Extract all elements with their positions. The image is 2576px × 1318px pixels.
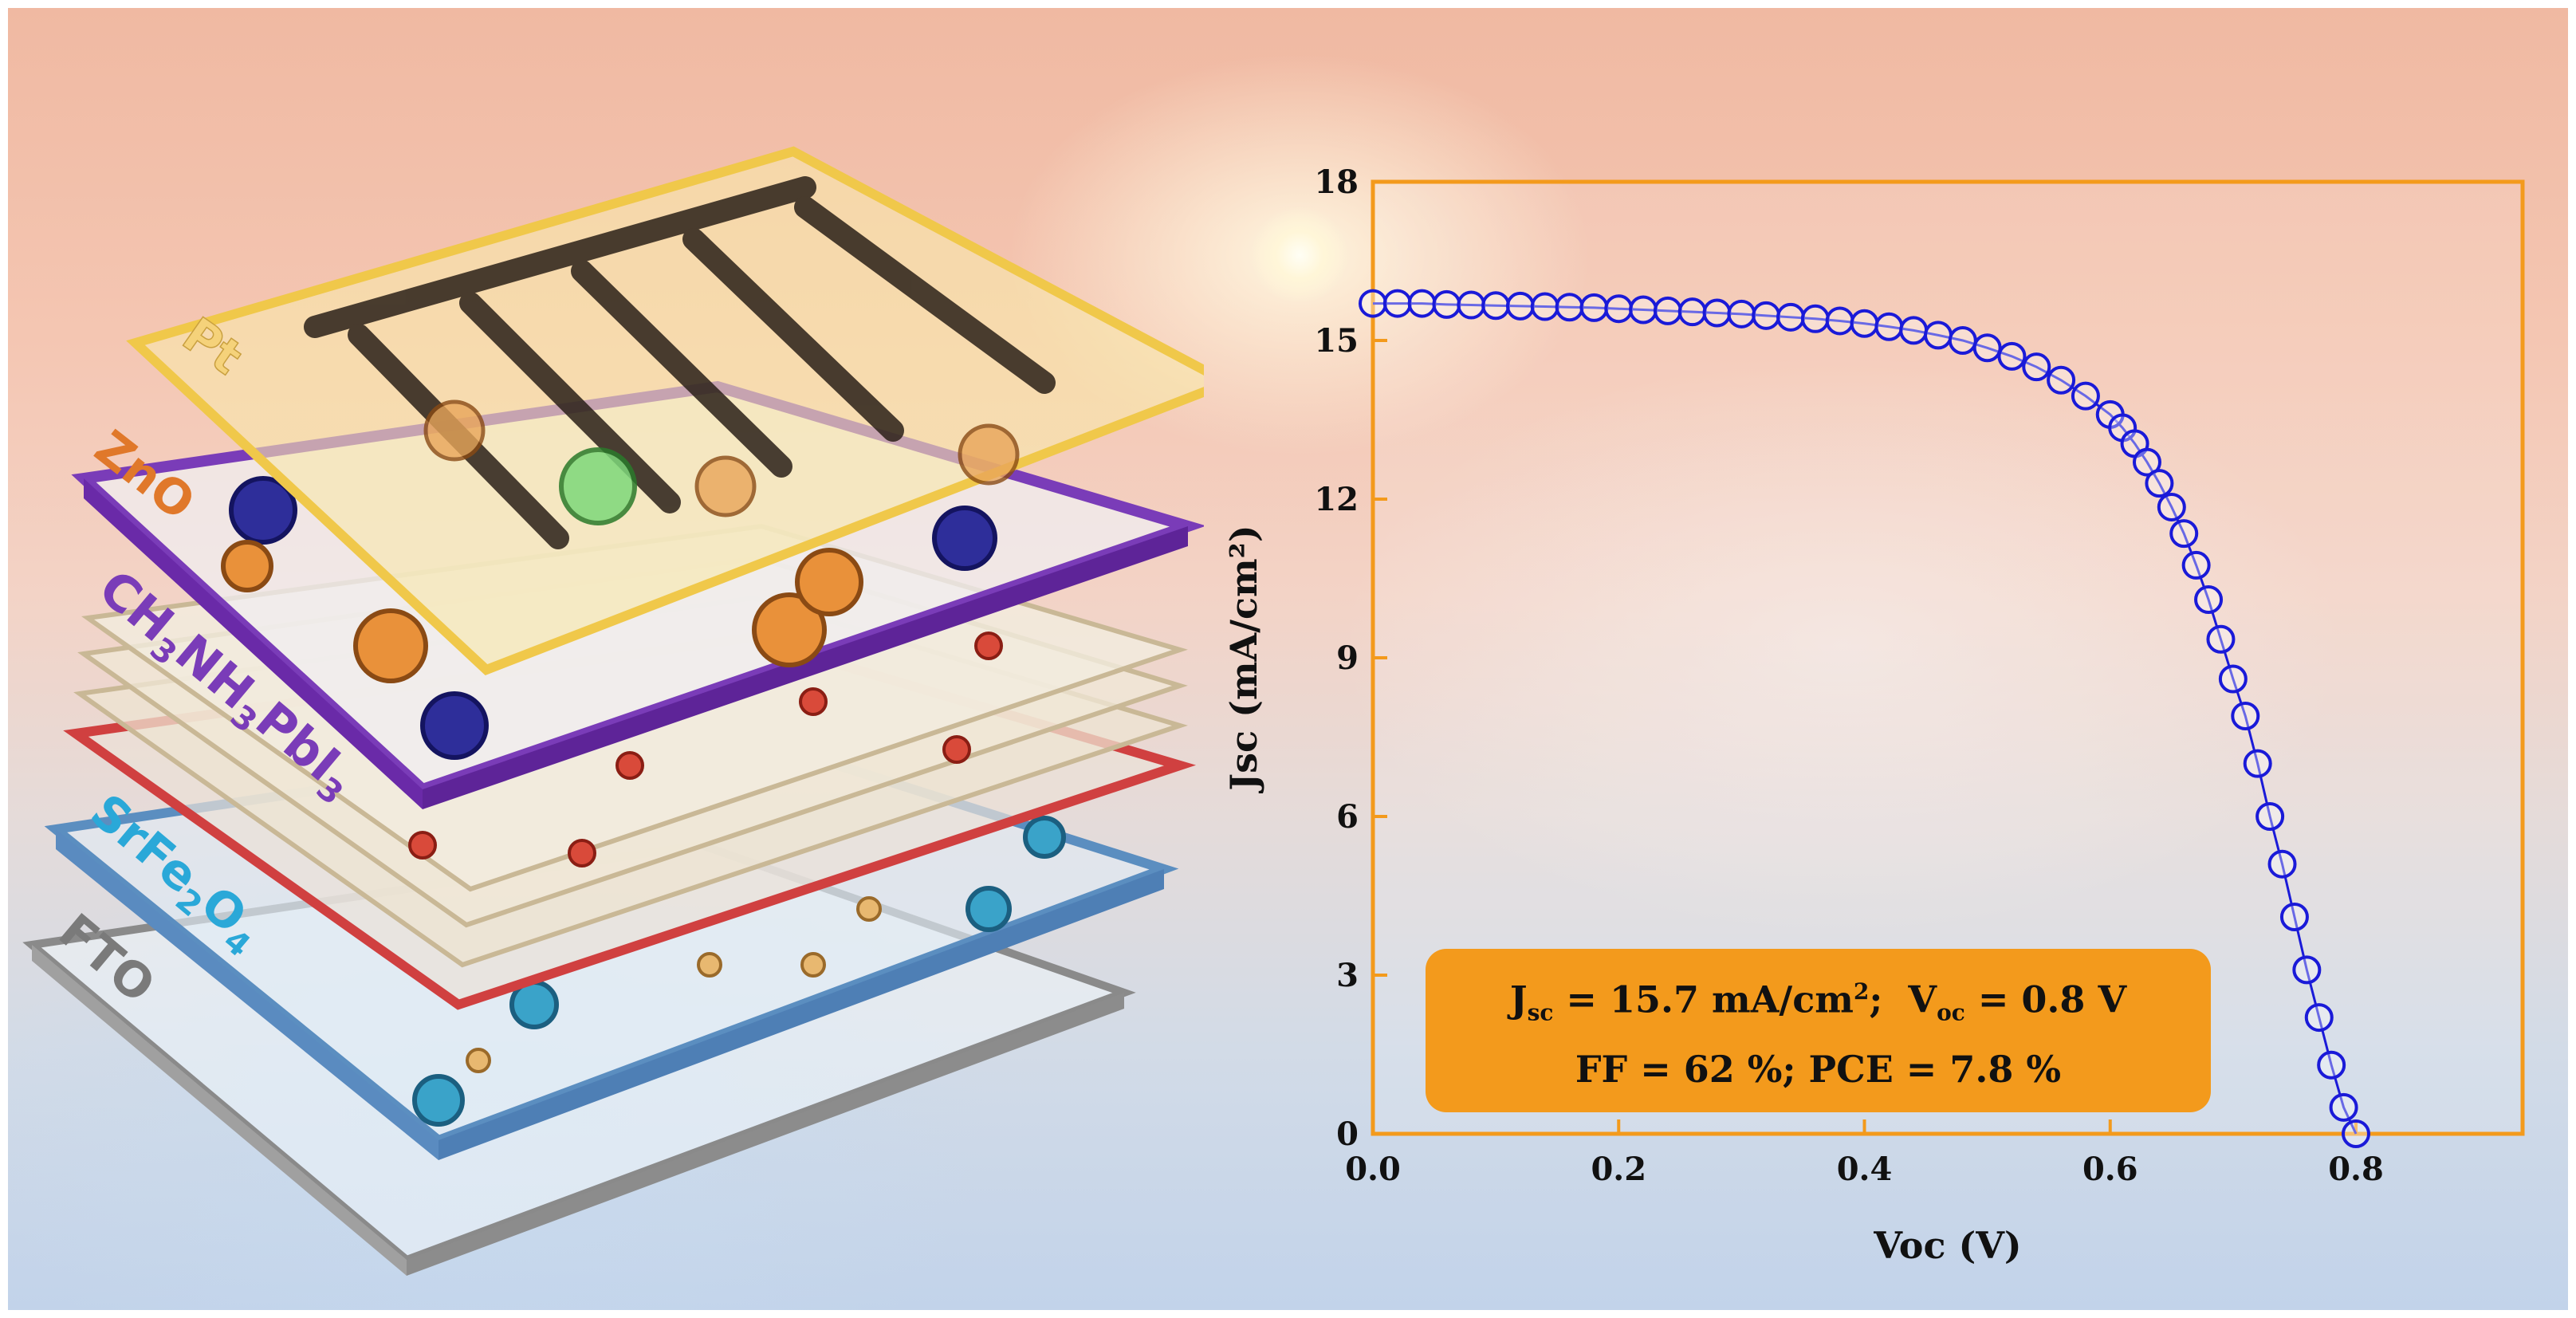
y-tick-label: 0 [1336,1115,1359,1153]
data-point [2047,365,2076,395]
y-tick-label: 12 [1314,481,1359,518]
metrics-line-2: FF = 62 %; PCE = 7.8 % [1575,1047,2062,1091]
data-point [1727,299,1756,329]
data-point [2317,1050,2346,1080]
data-point [2157,492,2186,521]
data-point [1702,298,1732,328]
data-point [2342,1119,2370,1148]
data-point [1948,326,1977,355]
data-point [2231,701,2260,730]
data-point [2218,664,2248,694]
data-point [1850,309,1879,338]
y-tick-label: 6 [1336,798,1359,836]
data-point [1555,293,1584,322]
x-tick-label: 0.0 [1345,1151,1401,1188]
data-point [2329,1092,2358,1122]
metrics-line-1: Jsc = 15.7 mA/cm2; Voc = 0.8 V [1509,978,2127,1026]
data-point [1776,302,1806,332]
y-tick-label: 3 [1336,957,1359,994]
data-point [1997,341,2027,371]
data-point [1407,289,1437,318]
data-point [2071,381,2100,411]
series-line [1373,302,2358,1135]
data-point [2145,469,2174,498]
data-point [1382,289,1412,318]
data-point [1874,312,1904,341]
data-point [1604,294,1634,324]
data-point [1432,289,1461,319]
y-tick-label: 18 [1314,163,1359,201]
metrics-box: Jsc = 15.7 mA/cm2; Voc = 0.8 V FF = 62 %… [1426,949,2211,1112]
data-point [2279,903,2309,932]
data-point [1530,292,1559,321]
data-point [2169,519,2199,549]
data-point [1579,293,1609,322]
device-stack-illustration: Pt ZnO CH3NH3PbI3 SrFe2O4 FTO [22,146,1204,1276]
data-point [2132,447,2161,477]
figure-scene: Pt ZnO CH3NH3PbI3 SrFe2O4 FTO 0.0 0.2 0.4 0… [8,8,2568,1310]
x-tick-label: 0.6 [2082,1151,2138,1188]
data-point [1825,306,1854,336]
jv-chart: 0.0 0.2 0.4 0.6 0.8 0 3 6 9 12 15 18 Voc (V) Jsc (… [1222,163,2525,1267]
data-point [1481,291,1511,321]
data-point [1457,290,1486,320]
data-point [1972,333,2002,363]
data-point [2255,802,2285,831]
layer-pt [126,146,1204,675]
data-point [2243,749,2272,778]
sun-glow [1252,207,1347,303]
data-point [2304,1003,2334,1033]
y-tick-label: 15 [1314,322,1359,360]
data-point [2267,849,2297,879]
data-point [1629,295,1658,325]
data-point [1923,321,1953,350]
x-tick-label: 0.4 [1837,1151,1893,1188]
data-point [2022,352,2051,382]
x-tick-label: 0.2 [1591,1151,1646,1188]
data-point [2181,550,2211,580]
data-point [1899,316,1929,345]
data-point [1677,297,1707,327]
data-point [2292,955,2322,985]
data-point [2194,585,2224,615]
x-tick-label: 0.8 [2328,1151,2384,1188]
data-point [1800,304,1830,333]
y-axis: 0 3 6 9 12 15 18 [1314,163,1387,1153]
y-tick-label: 9 [1336,639,1359,677]
data-series [1359,289,2370,1148]
y-axis-title: Jsc (mA/cm²) [1222,525,1265,793]
data-point [1752,301,1781,330]
data-point [1505,291,1535,321]
data-point [1359,289,1387,318]
x-axis: 0.0 0.2 0.4 0.6 0.8 [1345,1119,2384,1188]
data-point [1653,296,1682,325]
x-axis-title: Voc (V) [1873,1224,2021,1267]
data-point [2206,624,2236,654]
